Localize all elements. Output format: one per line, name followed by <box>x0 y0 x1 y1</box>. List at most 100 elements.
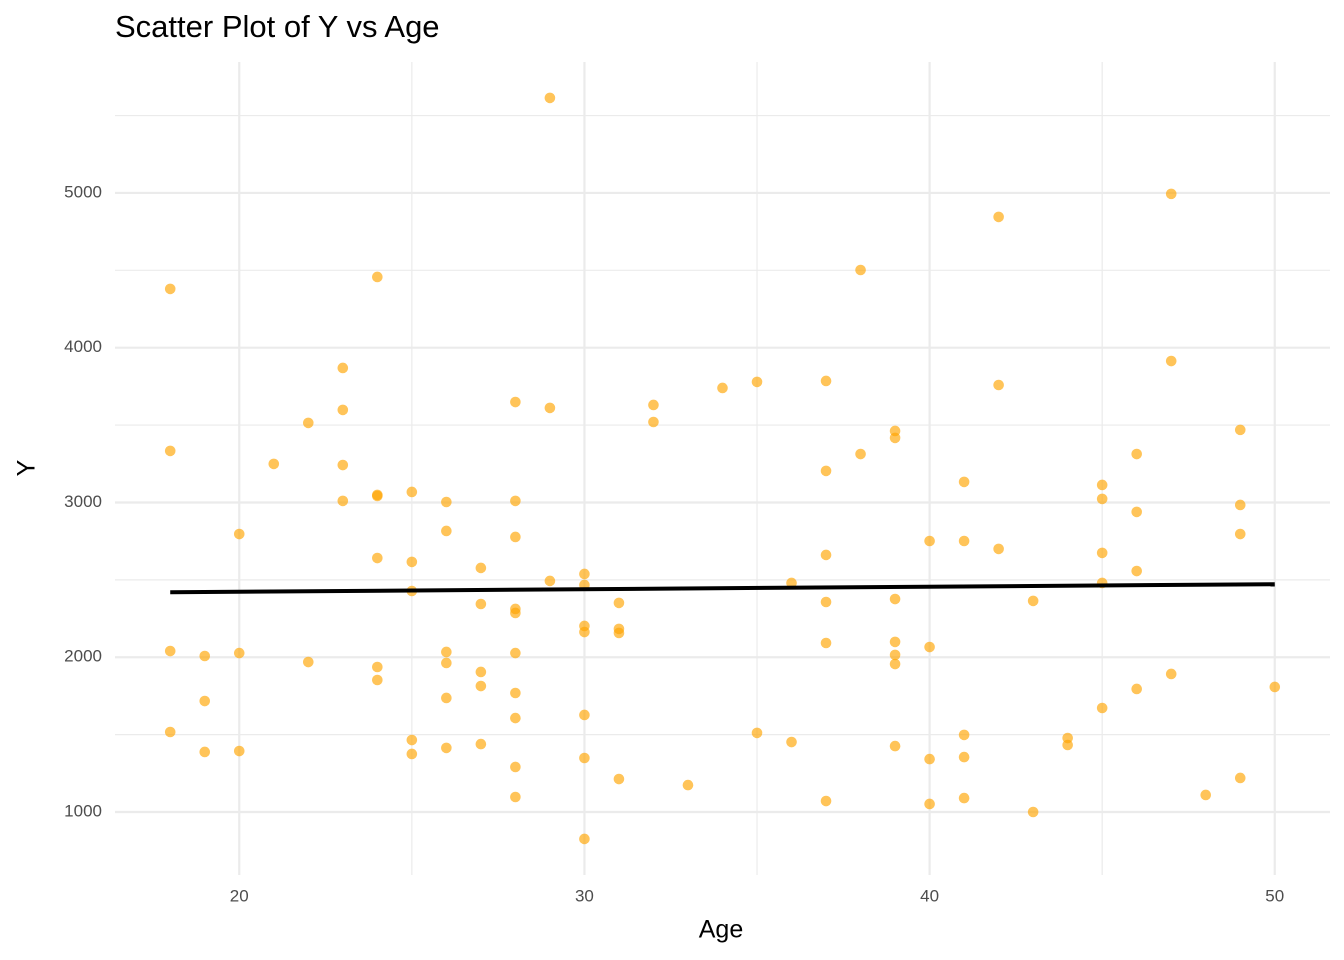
point <box>441 657 452 669</box>
point <box>475 738 487 750</box>
point <box>751 376 763 388</box>
point <box>441 692 452 704</box>
point <box>164 283 176 295</box>
point <box>1062 739 1073 751</box>
point <box>1131 565 1143 577</box>
point <box>889 593 901 605</box>
y-tick-label: 3000 <box>64 492 102 511</box>
point <box>924 641 935 653</box>
point <box>579 626 590 638</box>
point <box>1269 681 1281 693</box>
point <box>164 645 176 657</box>
point <box>475 680 487 692</box>
point <box>337 404 349 416</box>
point <box>1234 499 1246 511</box>
point <box>233 647 245 659</box>
point <box>510 761 521 773</box>
point <box>1165 355 1177 367</box>
x-tick-label: 30 <box>575 886 594 905</box>
point <box>337 459 349 471</box>
point <box>820 637 832 649</box>
point <box>1234 424 1246 436</box>
point <box>268 458 280 470</box>
point <box>889 649 901 661</box>
point <box>372 552 383 564</box>
point <box>1165 668 1177 680</box>
point <box>199 695 211 707</box>
point <box>889 658 901 670</box>
x-tick-label: 40 <box>920 886 939 905</box>
point <box>786 736 797 748</box>
trend-line <box>170 582 1275 595</box>
point <box>510 396 521 408</box>
point <box>510 531 521 543</box>
point <box>1234 528 1246 540</box>
point <box>406 556 418 568</box>
point <box>855 448 866 460</box>
x-axis-label: Age <box>699 916 743 944</box>
point <box>924 535 935 547</box>
point <box>958 792 970 804</box>
y-tick-label: 2000 <box>64 647 102 666</box>
marks <box>164 92 1281 845</box>
point <box>889 740 901 752</box>
point <box>820 465 832 477</box>
y-tick-label: 4000 <box>64 337 102 356</box>
point <box>164 726 176 738</box>
point <box>820 596 832 608</box>
point <box>889 636 901 648</box>
point <box>786 577 797 589</box>
point <box>613 597 625 609</box>
point <box>302 656 314 668</box>
point <box>613 627 625 639</box>
point <box>1027 806 1039 818</box>
point <box>199 650 211 662</box>
point <box>372 490 383 502</box>
point <box>1131 683 1143 695</box>
point <box>510 607 521 619</box>
x-tick-label: 50 <box>1265 886 1284 905</box>
point <box>579 752 590 764</box>
point <box>406 734 418 746</box>
point <box>337 495 349 507</box>
point <box>1096 493 1108 505</box>
point <box>1200 789 1212 801</box>
point <box>820 795 832 807</box>
point <box>475 598 487 610</box>
point <box>820 549 832 561</box>
point <box>475 666 487 678</box>
point <box>889 432 901 444</box>
point <box>372 271 383 283</box>
point <box>544 575 556 587</box>
point <box>820 375 832 387</box>
point <box>1131 448 1143 460</box>
point <box>441 496 452 508</box>
point <box>441 742 452 754</box>
point <box>1131 506 1143 518</box>
point <box>958 751 970 763</box>
point <box>372 661 383 673</box>
grid <box>115 62 1330 875</box>
point <box>855 264 866 276</box>
point <box>233 528 245 540</box>
point <box>406 486 418 498</box>
point <box>475 562 487 574</box>
point <box>544 92 556 104</box>
point <box>510 791 521 803</box>
y-axis-label: Y <box>13 459 41 476</box>
point <box>1165 188 1177 200</box>
point <box>648 416 659 428</box>
y-tick-label: 1000 <box>64 801 102 820</box>
point <box>441 646 452 658</box>
point <box>1234 772 1246 784</box>
point <box>510 687 521 699</box>
point <box>233 745 245 757</box>
point <box>648 399 659 411</box>
point <box>164 445 176 457</box>
point <box>958 729 970 741</box>
point <box>958 476 970 488</box>
point <box>1096 479 1108 491</box>
point <box>510 647 521 659</box>
point <box>924 753 935 765</box>
